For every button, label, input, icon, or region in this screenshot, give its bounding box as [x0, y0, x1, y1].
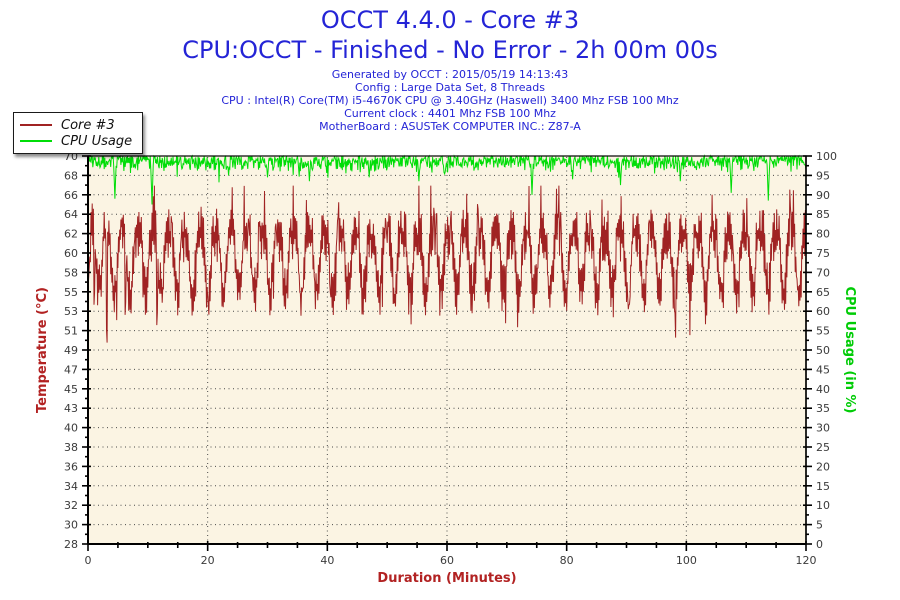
y-right-tick-label: 100 [816, 150, 837, 163]
info-line: Generated by OCCT : 2015/05/19 14:13:43 [331, 68, 569, 81]
y-left-tick-label: 51 [64, 325, 78, 338]
y-left-tick-label: 43 [64, 402, 78, 415]
info-line: MotherBoard : ASUSTeK COMPUTER INC.: Z87… [319, 120, 581, 133]
y-left-tick-label: 28 [64, 538, 78, 551]
legend-line-swatch [20, 140, 52, 142]
y-left-tick-label: 58 [64, 266, 78, 279]
y-left-tick-label: 45 [64, 383, 78, 396]
y-right-tick-label: 75 [816, 247, 830, 260]
legend: Core #3 CPU Usage [13, 112, 144, 154]
y-left-axis-title: Temperature (°C) [35, 287, 50, 413]
legend-label: CPU Usage [61, 133, 133, 149]
x-tick-label: 60 [440, 554, 454, 567]
legend-item: CPU Usage [20, 133, 132, 149]
y-left-tick-label: 53 [64, 305, 78, 318]
y-left-tick-label: 60 [64, 247, 78, 260]
legend-line-swatch [20, 124, 52, 126]
x-tick-label: 40 [320, 554, 334, 567]
y-right-tick-label: 0 [816, 538, 823, 551]
y-right-tick-label: 60 [816, 305, 830, 318]
y-right-tick-label: 40 [816, 383, 830, 396]
tick-marks [82, 155, 812, 551]
y-right-tick-label: 80 [816, 228, 830, 241]
y-left-tick-label: 64 [64, 208, 78, 221]
y-left-tick-label: 36 [64, 460, 78, 473]
tick-labels: 70 68 66 64 62 60 58 55 53 51 49 47 45 43 40 38 36 34 32 30… [64, 150, 837, 567]
y-left-tick-label: 47 [64, 363, 78, 376]
y-right-tick-label: 45 [816, 363, 830, 376]
x-tick-label: 20 [201, 554, 215, 567]
y-right-tick-label: 5 [816, 519, 823, 532]
y-right-tick-label: 65 [816, 286, 830, 299]
y-right-tick-label: 70 [816, 266, 830, 279]
temperature-series-line [87, 185, 807, 343]
y-left-tick-label: 30 [64, 519, 78, 532]
y-left-tick-label: 66 [64, 189, 78, 202]
x-tick-label: 0 [85, 554, 92, 567]
y-right-tick-label: 35 [816, 402, 830, 415]
page-subtitle: CPU:OCCT - Finished - No Error - 2h 00m … [182, 36, 718, 64]
y-right-tick-label: 95 [816, 169, 830, 182]
y-right-tick-label: 50 [816, 344, 830, 357]
x-tick-label: 120 [796, 554, 817, 567]
y-right-tick-label: 20 [816, 460, 830, 473]
x-tick-label: 80 [560, 554, 574, 567]
legend-label: Core #3 [61, 117, 115, 133]
y-right-tick-label: 30 [816, 422, 830, 435]
y-right-tick-label: 85 [816, 208, 830, 221]
y-right-tick-label: 55 [816, 325, 830, 338]
y-left-tick-label: 62 [64, 228, 78, 241]
x-axis-title: Duration (Minutes) [377, 571, 516, 586]
y-right-tick-label: 15 [816, 480, 830, 493]
y-right-axis-title: CPU Usage (in %) [842, 286, 857, 413]
info-line: Config : Large Data Set, 8 Threads [355, 81, 545, 94]
y-left-tick-label: 68 [64, 169, 78, 182]
y-right-tick-label: 25 [816, 441, 830, 454]
y-left-tick-label: 38 [64, 441, 78, 454]
y-left-tick-label: 40 [64, 422, 78, 435]
y-left-tick-label: 49 [64, 344, 78, 357]
y-right-tick-label: 90 [816, 189, 830, 202]
page-title: OCCT 4.4.0 - Core #3 [320, 6, 580, 34]
x-tick-label: 100 [676, 554, 697, 567]
legend-item: Core #3 [20, 117, 132, 133]
y-left-tick-label: 55 [64, 286, 78, 299]
info-line: Current clock : 4401 Mhz FSB 100 Mhz [344, 107, 556, 120]
y-left-tick-label: 34 [64, 480, 78, 493]
y-left-tick-label: 32 [64, 499, 78, 512]
cpu-usage-series-line [87, 154, 807, 205]
system-info-block: Generated by OCCT : 2015/05/19 14:13:43 C… [0, 68, 900, 133]
info-line: CPU : Intel(R) Core(TM) i5-4670K CPU @ 3… [221, 94, 679, 107]
y-right-tick-label: 10 [816, 499, 830, 512]
